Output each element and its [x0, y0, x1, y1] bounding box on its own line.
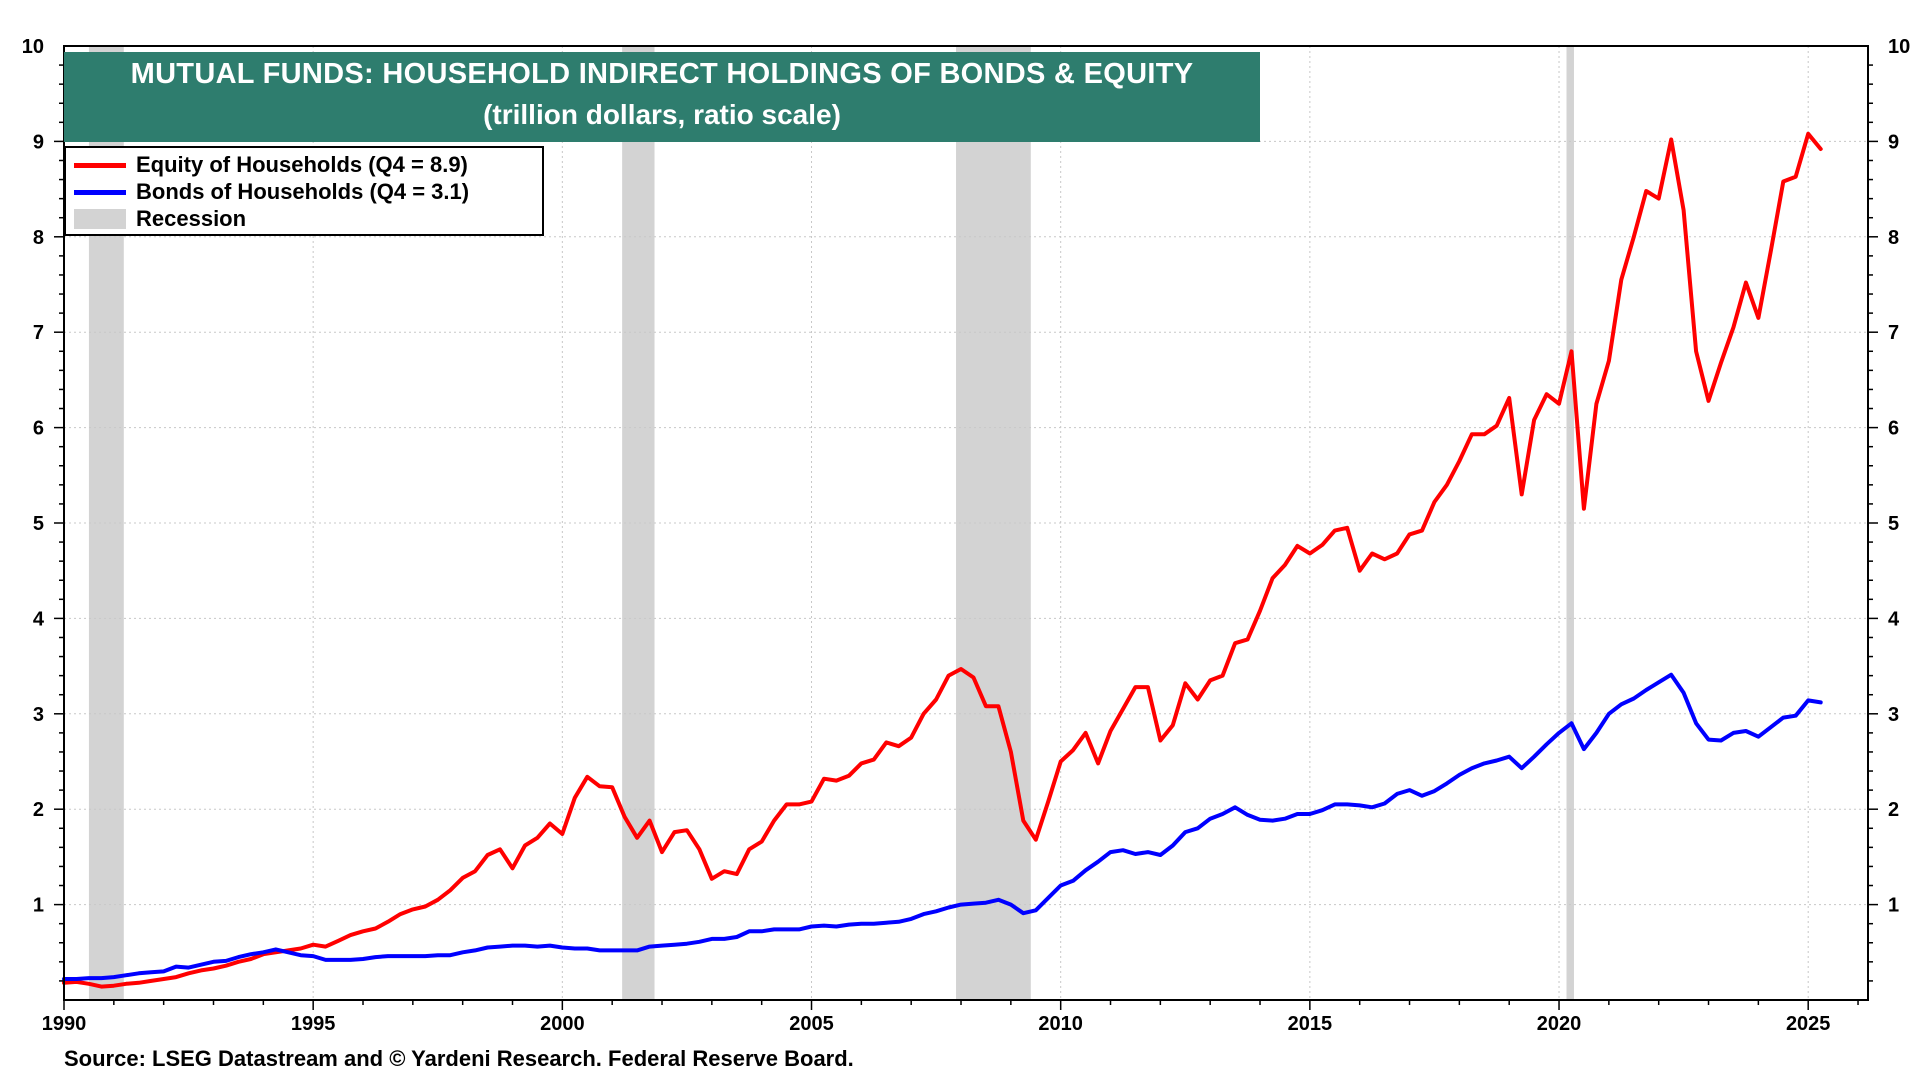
- x-tick-label: 2000: [540, 1013, 585, 1035]
- legend-swatch-bonds: [74, 189, 126, 195]
- y-tick-label-left: 2: [33, 799, 44, 821]
- chart-title-box: MUTUAL FUNDS: HOUSEHOLD INDIRECT HOLDING…: [64, 52, 1260, 142]
- y-tick-label-right: 5: [1888, 513, 1899, 535]
- legend-label-bonds: Bonds of Households (Q4 = 3.1): [136, 179, 470, 204]
- y-tick-label-right: 9: [1888, 131, 1899, 153]
- x-tick-label: 2005: [789, 1013, 834, 1035]
- x-tick-label: 1990: [42, 1013, 87, 1035]
- chart-title: MUTUAL FUNDS: HOUSEHOLD INDIRECT HOLDING…: [130, 58, 1194, 90]
- y-tick-label-right: 10: [1888, 36, 1910, 58]
- y-tick-label-right: 7: [1888, 322, 1899, 344]
- axes: 1 1 2 2 3 3 4 4 5 5 6 6 7 7 8 8 9 9 10 10 1990 1995 2000 2005 20…: [22, 36, 1911, 1035]
- y-tick-label-right: 6: [1888, 418, 1899, 440]
- legend-label-recession: Recession: [136, 206, 247, 231]
- x-tick-label: 2015: [1288, 1013, 1333, 1035]
- y-tick-label-left: 6: [33, 418, 44, 440]
- x-tick-label: 1995: [291, 1013, 336, 1035]
- y-tick-label-left: 4: [33, 608, 45, 630]
- source-note: Source: LSEG Datastream and © Yardeni Re…: [64, 1046, 854, 1071]
- y-tick-label-left: 5: [33, 513, 44, 535]
- legend-item-recession: Recession: [74, 206, 246, 232]
- legend-item-equity: Equity of Households (Q4 = 8.9): [74, 152, 468, 178]
- y-tick-label-right: 8: [1888, 227, 1899, 249]
- y-tick-label-left: 8: [33, 227, 44, 249]
- legend: Equity of Households (Q4 = 8.9) Bonds of…: [64, 146, 544, 236]
- y-tick-label-left: 10: [22, 36, 44, 58]
- series-line-bonds: [62, 672, 1823, 981]
- series-line-equity: [62, 131, 1823, 989]
- series-lines: [62, 131, 1823, 989]
- y-tick-label-right: 1: [1888, 895, 1899, 917]
- x-tick-label: 2025: [1786, 1013, 1831, 1035]
- y-tick-label-left: 3: [33, 704, 44, 726]
- y-tick-label-right: 3: [1888, 704, 1899, 726]
- y-tick-label-left: 9: [33, 131, 44, 153]
- recession-band-3: [956, 46, 1031, 1000]
- legend-item-bonds: Bonds of Households (Q4 = 3.1): [74, 179, 469, 205]
- y-tick-label-right: 2: [1888, 799, 1899, 821]
- y-tick-label-left: 1: [33, 895, 44, 917]
- y-tick-label-left: 7: [33, 322, 44, 344]
- legend-swatch-equity: [74, 162, 126, 168]
- chart-subtitle: (trillion dollars, ratio scale): [483, 99, 841, 130]
- x-tick-label: 2010: [1038, 1013, 1083, 1035]
- legend-label-equity: Equity of Households (Q4 = 8.9): [136, 152, 468, 177]
- y-tick-label-right: 4: [1888, 608, 1900, 630]
- x-tick-label: 2020: [1537, 1013, 1582, 1035]
- legend-swatch-recession: [74, 209, 126, 229]
